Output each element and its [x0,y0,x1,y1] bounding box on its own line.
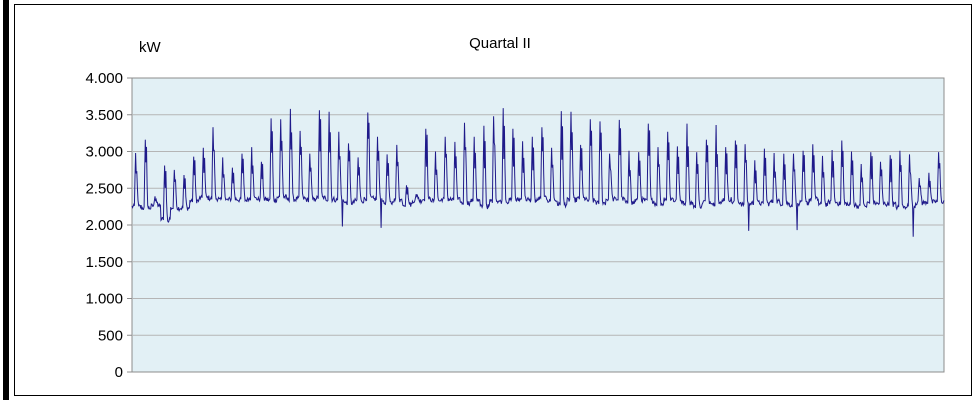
y-tick-label: 2.500 [85,180,123,197]
gridlines [132,114,944,336]
y-axis-ticks: 0 500 1.000 1.500 2.000 2.500 3.000 3.500 4.000 [85,70,132,381]
y-tick-label: 0 [115,364,123,381]
y-tick-label: 1.500 [85,254,123,271]
series-line [131,108,945,237]
y-tick-label: 4.000 [85,70,123,87]
chart-title: Quartal II [469,35,531,52]
y-tick-label: 1.000 [85,291,123,308]
y-tick-label: 3.500 [85,107,123,124]
y-tick-label: 3.000 [85,144,123,161]
y-tick-label: 500 [98,327,123,344]
y-tick-label: 2.000 [85,217,123,234]
y-axis-unit-label: kW [139,39,162,56]
left-border-bar [3,0,9,400]
